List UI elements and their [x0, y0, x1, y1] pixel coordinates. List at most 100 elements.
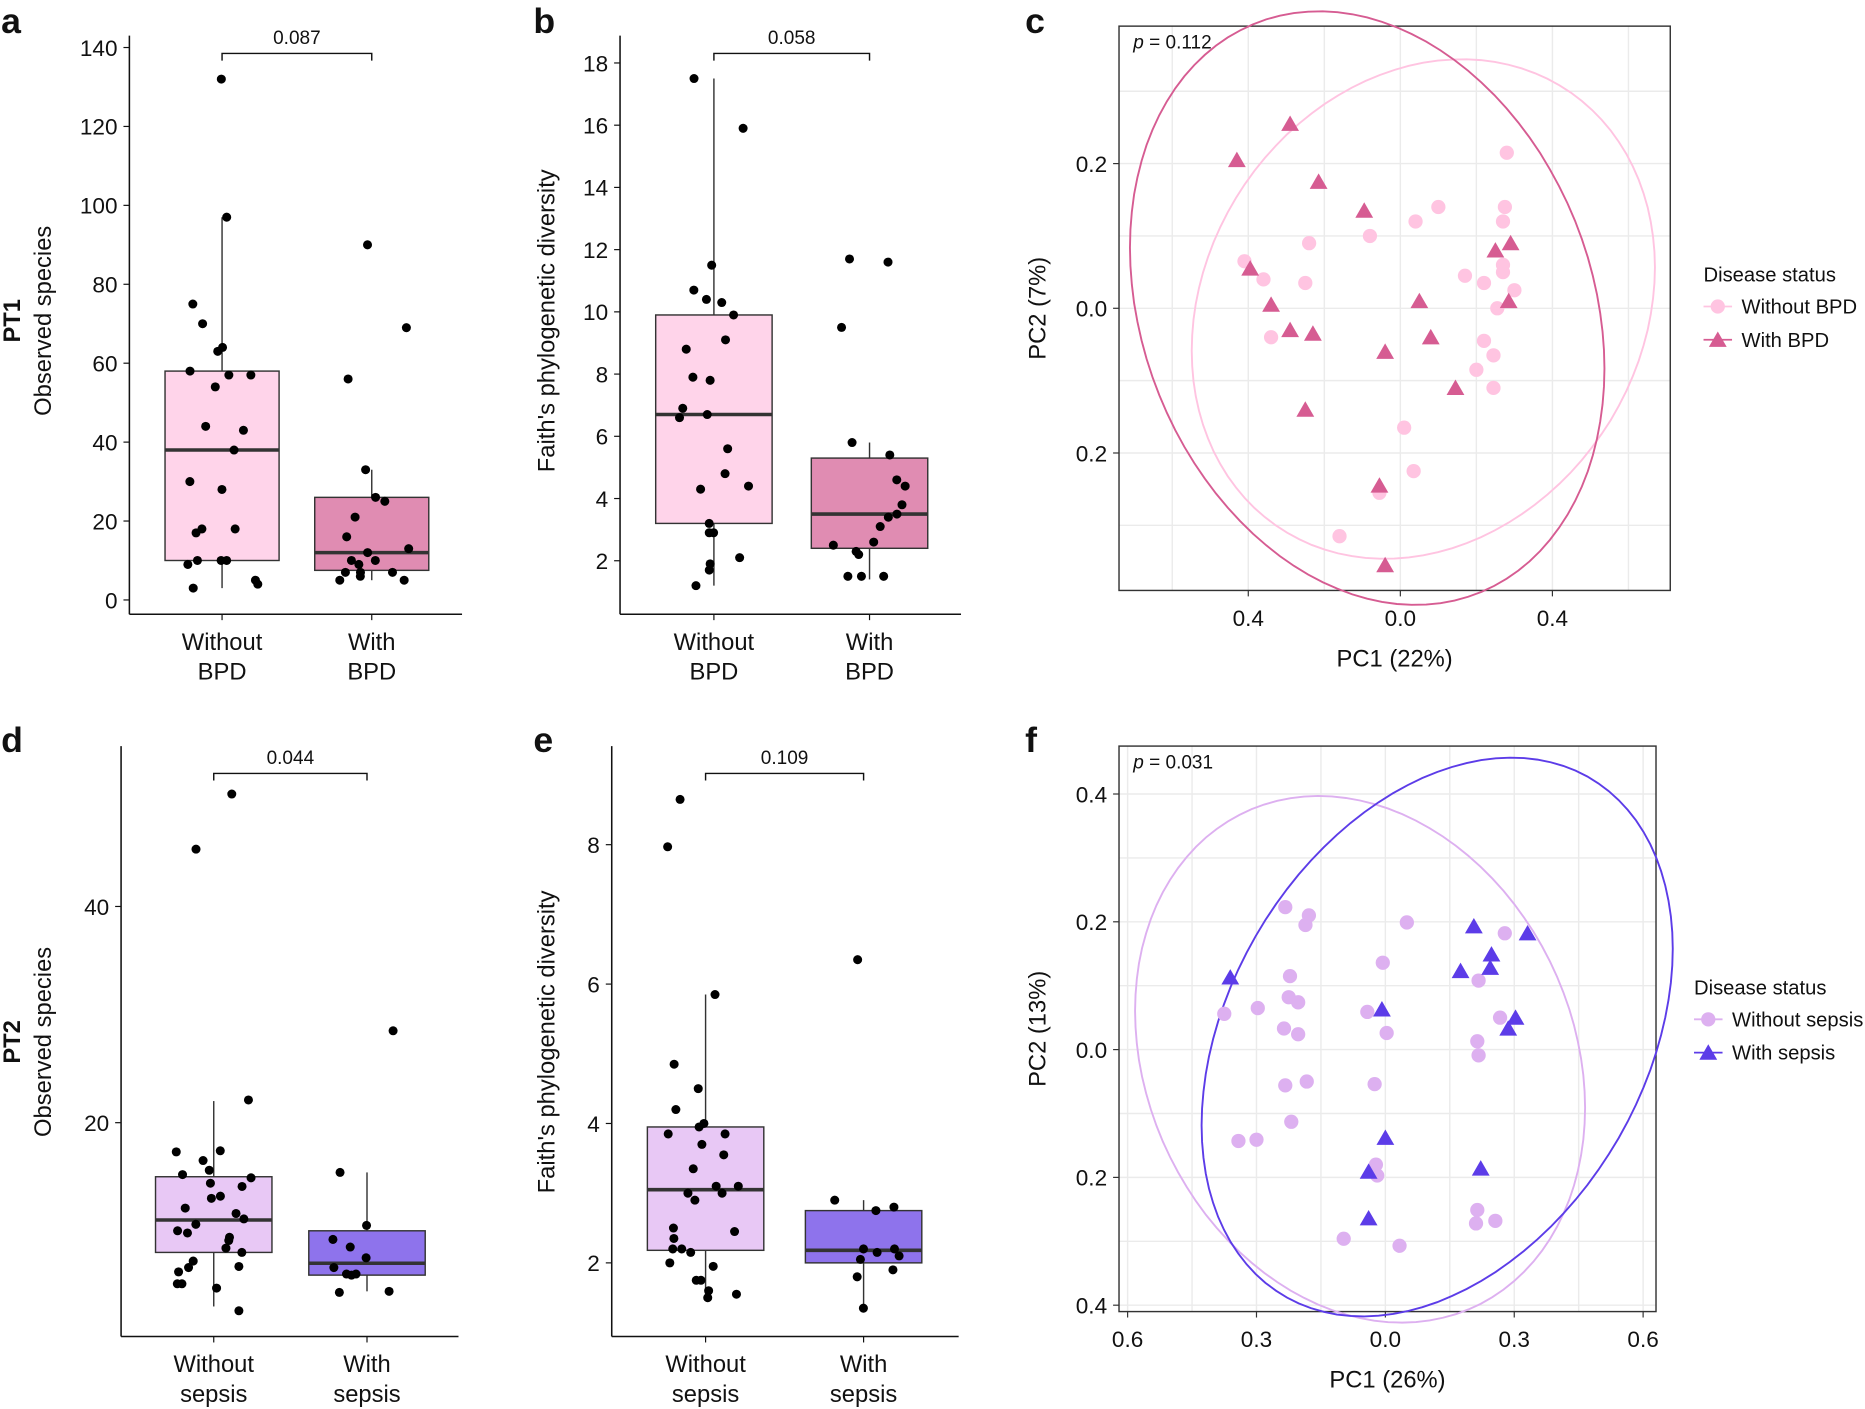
y-tick-label: 8	[587, 833, 600, 858]
data-point	[230, 524, 240, 534]
y-tick-label: 6	[596, 425, 609, 450]
y-tick-label: 16	[583, 114, 608, 139]
data-point	[182, 1228, 192, 1238]
x-tick-label-line: BPD	[689, 659, 738, 686]
data-point	[1249, 1132, 1264, 1147]
legend-key-marker	[1699, 1044, 1718, 1060]
data-point	[677, 1244, 687, 1254]
data-point	[188, 1256, 198, 1266]
data-point	[1373, 1001, 1391, 1017]
data-point	[361, 1253, 371, 1263]
legend-title: Disease status	[1694, 977, 1826, 999]
data-point	[1296, 401, 1315, 417]
x-tick-label-line: BPD	[845, 659, 894, 686]
y-tick-label: 0.4	[1076, 782, 1107, 807]
p-symbol: p	[1132, 753, 1144, 774]
box	[164, 370, 280, 562]
data-point	[371, 492, 381, 502]
data-point	[1497, 926, 1512, 941]
data-point	[334, 1287, 344, 1297]
data-point	[1368, 1157, 1384, 1172]
significance-bracket	[221, 52, 373, 61]
data-point	[384, 1286, 394, 1296]
legend-key-marker	[1710, 299, 1725, 314]
data-point	[362, 1220, 372, 1230]
p-value-label: 0.087	[273, 28, 321, 49]
data-point	[1482, 946, 1501, 962]
legend-label: With BPD	[1742, 330, 1830, 352]
p-value-label: 0.044	[267, 748, 315, 769]
x-tick-label-line: sepsis	[830, 1381, 897, 1408]
panel-letter: e	[533, 720, 553, 760]
panel-e: e 2 4 6 8 Faith's phylogenetic diversity Witho…	[533, 720, 959, 1408]
data-point	[704, 1286, 714, 1296]
y-tick-label: 40	[92, 430, 117, 455]
data-point	[674, 413, 685, 423]
data-point	[1217, 1006, 1232, 1021]
data-point	[1376, 1129, 1395, 1145]
data-point	[1499, 1020, 1518, 1036]
p-value-annotation: p = 0.112	[1132, 33, 1211, 54]
panel-letter: d	[1, 720, 23, 760]
data-point	[900, 481, 910, 491]
box	[154, 1176, 273, 1254]
data-point	[224, 1236, 234, 1246]
data-point	[1488, 1213, 1503, 1228]
y-tick-label: 100	[80, 194, 118, 219]
data-point	[184, 1263, 194, 1273]
data-point	[847, 438, 857, 448]
data-point	[735, 553, 745, 563]
y-tick-label: 140	[80, 36, 118, 61]
y-tick-label: 80	[92, 273, 117, 298]
data-point	[370, 555, 380, 566]
data-point	[678, 403, 688, 413]
data-point	[1481, 959, 1500, 975]
data-point	[201, 421, 211, 431]
data-point	[191, 1219, 201, 1229]
x-axis-label: PC1 (26%)	[1329, 1367, 1445, 1394]
data-point	[888, 1265, 898, 1275]
data-point	[216, 74, 226, 84]
data-point	[717, 298, 727, 308]
data-point	[355, 571, 365, 581]
data-point	[665, 1258, 675, 1268]
data-point	[239, 1214, 249, 1224]
data-point	[1397, 420, 1412, 435]
x-tick-label: With BPD	[845, 629, 894, 686]
data-point	[362, 240, 373, 250]
data-point	[361, 465, 371, 475]
data-point	[1506, 1009, 1525, 1025]
p-symbol: p	[1132, 33, 1144, 54]
y-tick-label: 0.0	[1076, 297, 1107, 322]
x-tick-label: 0.4	[1233, 606, 1264, 631]
data-point	[733, 1181, 743, 1191]
y-tick-label: 0.2	[1076, 1166, 1107, 1191]
y-axis-label: Observed species	[30, 226, 57, 416]
data-point	[1501, 234, 1520, 251]
panel-c: c 0.4 0.0 0.4 0.2 0.0 0.2 PC1 (22%) PC2 (7%) p = …	[1024, 1, 1857, 672]
data-point	[1399, 915, 1414, 930]
confidence-ellipse	[1190, 58, 1656, 560]
data-point	[1256, 272, 1271, 287]
data-point	[1284, 1114, 1299, 1129]
x-tick-label-line: With	[840, 1351, 887, 1378]
data-point	[702, 410, 712, 420]
x-tick-label: 0.4	[1537, 606, 1568, 631]
data-point	[1476, 275, 1492, 291]
data-point	[1490, 301, 1505, 316]
data-point	[328, 1234, 338, 1244]
x-axis-label: PC1 (22%)	[1337, 645, 1453, 672]
data-point	[883, 512, 893, 522]
data-point	[1406, 463, 1421, 479]
data-point	[234, 1261, 244, 1271]
data-point	[694, 1122, 704, 1132]
data-point	[1518, 924, 1537, 941]
data-point	[1468, 1216, 1484, 1231]
confidence-ellipse	[1128, 10, 1606, 606]
panel-letter: c	[1025, 1, 1045, 41]
data-point	[828, 540, 838, 550]
data-point	[346, 555, 356, 566]
data-point	[1492, 1010, 1508, 1025]
